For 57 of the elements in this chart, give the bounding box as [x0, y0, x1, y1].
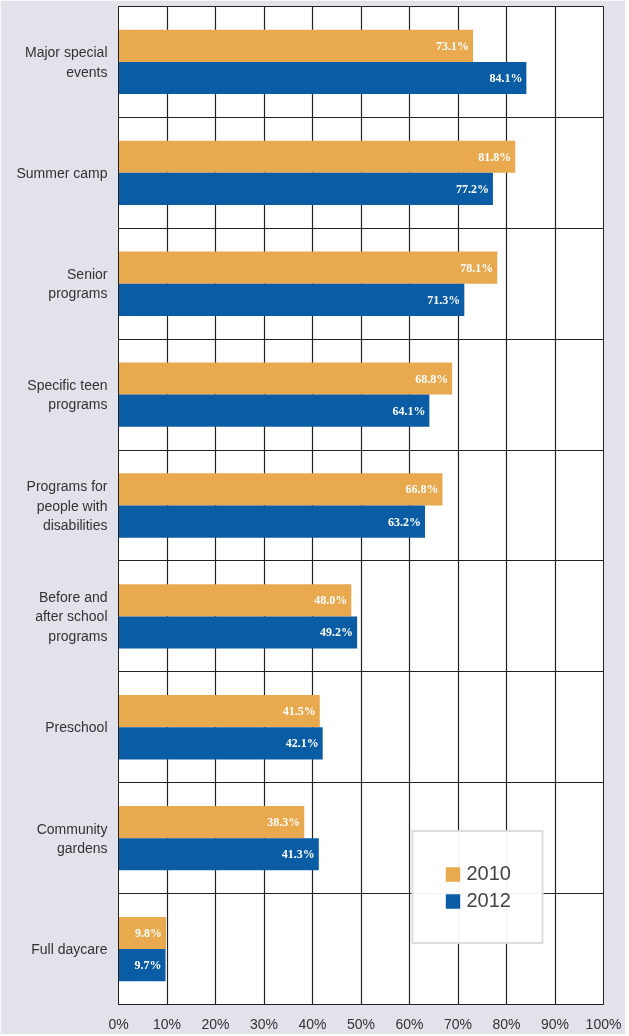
x-tick-label: 20% [201, 1015, 230, 1032]
bar [118, 283, 465, 316]
bar [118, 362, 453, 395]
x-tick-label: 100% [585, 1015, 622, 1032]
x-tick-label: 70% [443, 1015, 473, 1032]
data-label: 41.5% [282, 704, 316, 719]
data-label: 73.1% [436, 38, 470, 53]
data-label: 64.1% [392, 403, 426, 418]
x-tick-label: 90% [540, 1015, 570, 1032]
x-tick-label: 60% [395, 1015, 424, 1032]
data-label: 38.3% [267, 815, 301, 830]
x-tick-label: 50% [346, 1015, 376, 1032]
bar [118, 172, 493, 205]
x-tick-label: 80% [492, 1015, 521, 1032]
data-label: 77.2% [455, 181, 489, 196]
data-label: 81.8% [478, 149, 512, 164]
y-tick-label: Full daycare [31, 941, 108, 958]
x-tick-label: 10% [152, 1015, 182, 1032]
y-tick-label: Programs for people with disabilities [26, 478, 108, 533]
data-label: 66.8% [405, 482, 439, 497]
data-label: 9.7% [134, 958, 162, 973]
y-tick-label: Major special events [25, 44, 108, 80]
bar [118, 61, 527, 95]
y-tick-label: Summer camp [16, 164, 108, 181]
bar [118, 838, 319, 871]
bar [118, 251, 498, 284]
data-label: 68.8% [415, 371, 449, 386]
data-label: 48.0% [314, 593, 348, 608]
y-tick-label: Community gardens [36, 820, 108, 856]
y-tick-label: Before and after school programs [35, 589, 108, 644]
bar [118, 473, 443, 506]
x-tick-label: 30% [249, 1015, 279, 1032]
bar [118, 394, 430, 427]
data-label: 9.8% [135, 925, 163, 940]
bar [118, 949, 166, 982]
bar [118, 616, 358, 649]
bar [118, 727, 323, 760]
bar [118, 505, 426, 538]
bar [118, 140, 516, 173]
y-tick-label: Specific teen programs [27, 377, 108, 413]
bar [118, 29, 474, 62]
legend-label: 2012 [466, 889, 511, 912]
data-label: 49.2% [320, 625, 354, 640]
data-label: 41.3% [281, 847, 315, 862]
x-tick-label: 40% [298, 1015, 327, 1032]
x-tick-label: 0% [108, 1015, 129, 1032]
data-label: 71.3% [427, 292, 461, 307]
data-label: 42.1% [285, 736, 319, 751]
bar [118, 695, 320, 728]
data-label: 63.2% [388, 514, 422, 529]
bar [118, 584, 352, 617]
data-label: 84.1% [489, 71, 523, 86]
legend-label: 2010 [466, 862, 511, 885]
y-tick-label: Preschool [45, 719, 108, 736]
y-tick-label: Senior programs [48, 266, 108, 302]
data-label: 78.1% [460, 260, 494, 275]
bar [118, 806, 305, 839]
